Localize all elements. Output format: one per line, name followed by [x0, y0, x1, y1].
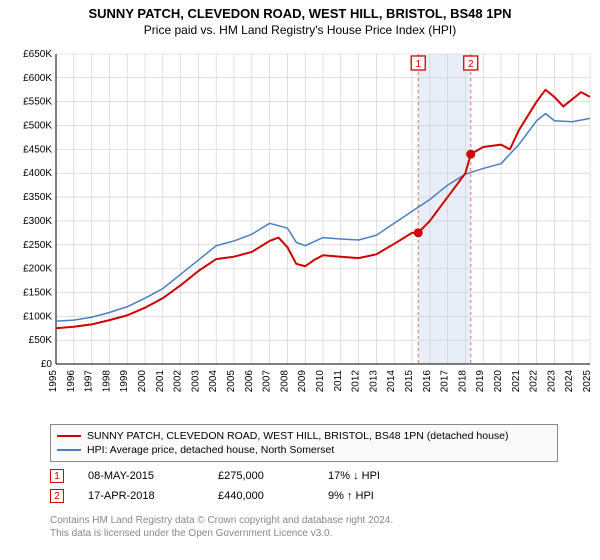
legend-item: HPI: Average price, detached house, Nort…: [57, 443, 551, 457]
legend-label: HPI: Average price, detached house, Nort…: [87, 444, 334, 456]
svg-text:2002: 2002: [173, 370, 184, 393]
svg-text:2: 2: [468, 59, 474, 70]
attribution-line: Contains HM Land Registry data © Crown c…: [50, 514, 393, 527]
table-row: 1 08-MAY-2015 £275,000 17% ↓ HPI: [50, 466, 558, 486]
svg-text:2001: 2001: [155, 370, 166, 393]
line-chart-svg: £0 £50K £100K £150K £200K £250K £300K £350K £400…: [0, 44, 600, 414]
svg-text:1997: 1997: [84, 370, 95, 393]
attribution-line: This data is licensed under the Open Gov…: [50, 527, 393, 540]
svg-text:£300K: £300K: [23, 216, 52, 227]
svg-text:£100K: £100K: [23, 311, 52, 322]
svg-text:2018: 2018: [457, 370, 468, 393]
svg-text:1: 1: [415, 59, 421, 70]
svg-text:2006: 2006: [244, 370, 255, 393]
svg-text:2021: 2021: [511, 370, 522, 393]
svg-text:1996: 1996: [66, 370, 77, 393]
svg-text:1999: 1999: [119, 370, 130, 393]
transaction-date: 08-MAY-2015: [88, 470, 218, 482]
svg-text:2012: 2012: [351, 370, 362, 393]
transaction-date: 17-APR-2018: [88, 490, 218, 502]
svg-text:£450K: £450K: [23, 144, 52, 155]
svg-text:2013: 2013: [368, 370, 379, 393]
svg-text:2010: 2010: [315, 370, 326, 393]
svg-text:2005: 2005: [226, 370, 237, 393]
svg-text:2003: 2003: [190, 370, 201, 393]
svg-text:£50K: £50K: [29, 335, 53, 346]
chart-container: SUNNY PATCH, CLEVEDON ROAD, WEST HILL, B…: [0, 0, 600, 560]
svg-text:£600K: £600K: [23, 73, 52, 84]
transaction-hpi-delta: 9% ↑ HPI: [328, 490, 448, 502]
chart-title: SUNNY PATCH, CLEVEDON ROAD, WEST HILL, B…: [0, 0, 600, 21]
svg-text:2009: 2009: [297, 370, 308, 393]
svg-text:1998: 1998: [101, 370, 112, 393]
transaction-marker-icon: 2: [50, 489, 64, 503]
svg-text:1995: 1995: [48, 370, 59, 393]
chart-area: £0 £50K £100K £150K £200K £250K £300K £350K £400…: [0, 44, 600, 414]
svg-text:£500K: £500K: [23, 121, 52, 132]
svg-text:£250K: £250K: [23, 240, 52, 251]
legend-item: SUNNY PATCH, CLEVEDON ROAD, WEST HILL, B…: [57, 429, 551, 443]
svg-text:£200K: £200K: [23, 264, 52, 275]
svg-text:2015: 2015: [404, 370, 415, 393]
svg-text:2014: 2014: [386, 370, 397, 393]
transaction-hpi-delta: 17% ↓ HPI: [328, 470, 448, 482]
svg-text:2024: 2024: [564, 370, 575, 393]
svg-text:£400K: £400K: [23, 168, 52, 179]
svg-text:2023: 2023: [546, 370, 557, 393]
svg-text:2022: 2022: [529, 370, 540, 393]
svg-text:2020: 2020: [493, 370, 504, 393]
svg-text:2016: 2016: [422, 370, 433, 393]
svg-text:2004: 2004: [208, 370, 219, 393]
transaction-table: 1 08-MAY-2015 £275,000 17% ↓ HPI 2 17-AP…: [50, 466, 558, 506]
chart-subtitle: Price paid vs. HM Land Registry's House …: [0, 21, 600, 37]
svg-text:£150K: £150K: [23, 287, 52, 298]
svg-text:£350K: £350K: [23, 192, 52, 203]
transaction-price: £275,000: [218, 470, 328, 482]
transaction-price: £440,000: [218, 490, 328, 502]
legend-swatch-icon: [57, 435, 81, 437]
table-row: 2 17-APR-2018 £440,000 9% ↑ HPI: [50, 486, 558, 506]
svg-text:2019: 2019: [475, 370, 486, 393]
legend: SUNNY PATCH, CLEVEDON ROAD, WEST HILL, B…: [50, 424, 558, 462]
svg-text:2007: 2007: [262, 370, 273, 393]
svg-text:£650K: £650K: [23, 49, 52, 60]
svg-text:2011: 2011: [333, 370, 344, 392]
svg-text:£0: £0: [41, 359, 53, 370]
svg-text:2017: 2017: [440, 370, 451, 393]
legend-swatch-icon: [57, 449, 81, 451]
attribution-text: Contains HM Land Registry data © Crown c…: [50, 514, 393, 540]
svg-text:2008: 2008: [279, 370, 290, 393]
svg-text:2000: 2000: [137, 370, 148, 393]
svg-text:2025: 2025: [582, 370, 593, 393]
legend-label: SUNNY PATCH, CLEVEDON ROAD, WEST HILL, B…: [87, 430, 509, 442]
transaction-marker-icon: 1: [50, 469, 64, 483]
svg-text:£550K: £550K: [23, 97, 52, 108]
